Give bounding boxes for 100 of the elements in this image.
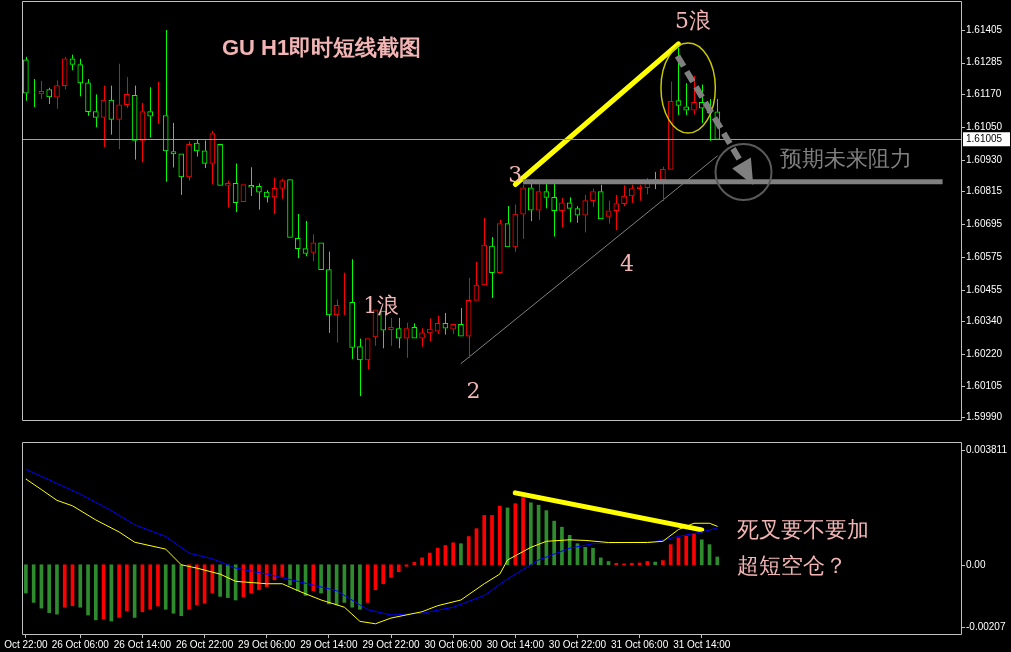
y-tick-label: 1.60220	[966, 348, 1003, 360]
y-tick-label: 1.60575	[966, 250, 1003, 262]
x-tick-label: 30 Oct 22:00	[548, 638, 607, 650]
bar	[630, 562, 634, 566]
y-tick-label: 0.003811	[966, 443, 1008, 455]
candlestick	[77, 58, 84, 97]
candlestick	[621, 184, 627, 207]
candlestick	[543, 183, 550, 209]
annotation: 4	[619, 250, 634, 276]
candlestick	[675, 47, 682, 116]
y-tick-label: 1.60455	[966, 283, 1003, 295]
bar	[93, 564, 98, 621]
bar	[194, 564, 199, 606]
x-tick-label: 26 Oct 06:00	[51, 638, 110, 650]
bar	[466, 536, 471, 566]
ref-line-label: 1.61005	[966, 133, 1003, 145]
bar	[24, 564, 28, 594]
bar	[684, 535, 689, 566]
bar	[117, 564, 121, 618]
candlestick	[326, 251, 332, 334]
candlestick	[318, 242, 324, 270]
bar	[218, 564, 222, 597]
bar	[288, 564, 292, 586]
bar	[47, 564, 52, 613]
bar	[699, 539, 704, 566]
annotation: 1浪	[363, 292, 400, 318]
bar	[55, 564, 59, 615]
text: GU H1即时短线截图	[222, 34, 422, 62]
x-tick-label: 29 Oct 22:00	[362, 638, 421, 650]
bar	[78, 564, 83, 608]
y-tick-label: -0.00207	[966, 620, 1006, 632]
candlestick	[559, 197, 565, 228]
annotation: 3	[508, 161, 523, 187]
candlestick	[489, 236, 495, 299]
bar	[163, 564, 168, 610]
bar	[459, 543, 463, 566]
candlestick	[364, 338, 371, 371]
candlestick	[54, 79, 60, 110]
bar	[412, 562, 417, 566]
x-tick-label: Oct 22:00	[4, 638, 48, 650]
candlestick	[302, 220, 309, 257]
x-tick-label: 26 Oct 22:00	[175, 638, 234, 650]
bar	[529, 502, 533, 566]
bar	[715, 556, 720, 566]
candlestick	[582, 194, 589, 233]
bar	[497, 505, 502, 566]
candlestick	[660, 166, 666, 202]
candlestick	[69, 54, 76, 71]
candlestick	[85, 78, 91, 117]
y-tick-label: 1.61405	[966, 23, 1003, 35]
candlestick	[170, 122, 177, 169]
candlestick	[551, 183, 557, 238]
candlestick	[23, 56, 29, 102]
bar	[350, 564, 354, 608]
candlestick	[629, 184, 635, 204]
candlestick	[512, 203, 519, 253]
bar	[311, 564, 316, 591]
bar	[490, 515, 494, 566]
candlestick	[465, 277, 472, 359]
bar	[420, 557, 424, 566]
bar	[86, 564, 90, 616]
bar	[280, 564, 285, 577]
candlestick	[442, 312, 449, 336]
candlestick	[263, 189, 270, 204]
bar	[389, 564, 393, 578]
bar	[692, 533, 696, 566]
bar	[125, 564, 129, 612]
candlestick	[124, 76, 130, 109]
bar	[661, 560, 665, 566]
y-tick-label: 0.00	[966, 558, 986, 570]
x-tick-label: 30 Oct 06:00	[424, 638, 483, 650]
candlestick	[458, 307, 464, 337]
annotation: 5浪	[675, 7, 712, 33]
bar	[482, 515, 487, 566]
bar	[179, 564, 184, 616]
candlestick	[310, 233, 317, 262]
y-tick-label: 1.60105	[966, 379, 1003, 391]
candlestick	[683, 82, 690, 116]
candlestick	[357, 338, 363, 397]
candlestick	[411, 322, 418, 339]
candlestick	[217, 143, 223, 186]
bar	[560, 526, 564, 566]
annotation: 超短空仓？	[737, 552, 847, 578]
candlestick	[248, 166, 254, 197]
candlestick	[279, 178, 286, 200]
bar	[381, 564, 386, 585]
bar	[614, 562, 619, 566]
bar	[428, 552, 432, 566]
candlestick	[193, 138, 200, 158]
bar	[187, 564, 191, 610]
x-tick-label: 26 Oct 14:00	[113, 638, 172, 650]
candlestick	[450, 324, 456, 335]
candlestick	[162, 29, 169, 183]
bar	[295, 564, 300, 591]
bar	[226, 564, 230, 598]
bar	[451, 542, 455, 566]
x-tick-label: 31 Oct 06:00	[610, 638, 669, 650]
candlestick	[92, 93, 99, 128]
bar	[567, 534, 572, 566]
x-tick-label: 29 Oct 14:00	[300, 638, 358, 650]
